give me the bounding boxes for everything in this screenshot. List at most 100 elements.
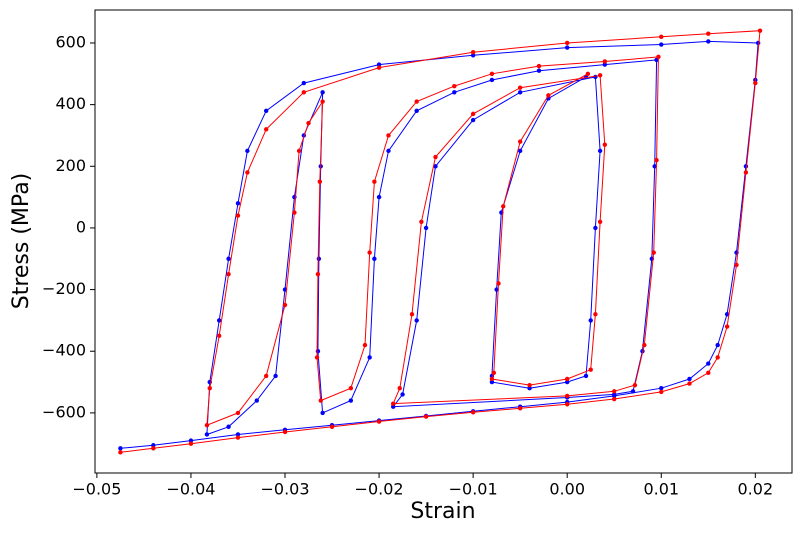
- point: [564, 40, 570, 46]
- y-tick-label: 200: [55, 156, 86, 175]
- plot-frame: [94, 9, 793, 474]
- point: [386, 133, 391, 138]
- point: [273, 373, 278, 379]
- point: [588, 318, 593, 323]
- x-tick-label: 0.00: [549, 480, 585, 499]
- point: [659, 386, 664, 391]
- point: [612, 389, 617, 394]
- x-tick-label: 0.01: [643, 480, 679, 499]
- point: [564, 379, 570, 385]
- point: [235, 435, 241, 440]
- point: [597, 219, 603, 224]
- point: [292, 210, 297, 215]
- point: [501, 204, 506, 209]
- point: [423, 414, 429, 419]
- point: [706, 39, 711, 44]
- point: [263, 127, 269, 132]
- x-tick-label: −0.01: [449, 480, 498, 499]
- point: [706, 361, 711, 366]
- point: [536, 63, 542, 69]
- point: [320, 99, 325, 104]
- point: [452, 83, 457, 89]
- point: [419, 219, 424, 224]
- point: [651, 250, 656, 255]
- point: [715, 342, 720, 348]
- point: [687, 381, 692, 386]
- point: [315, 349, 321, 354]
- point: [489, 379, 495, 385]
- x-axis-label: Strain: [410, 499, 475, 524]
- point: [306, 120, 311, 126]
- point: [376, 419, 382, 424]
- point: [642, 342, 647, 348]
- point: [367, 355, 372, 360]
- point: [755, 40, 761, 46]
- y-tick-label: 400: [55, 94, 86, 113]
- point: [593, 312, 598, 317]
- point: [564, 393, 570, 399]
- point: [348, 398, 354, 403]
- point: [585, 71, 591, 77]
- point: [263, 108, 269, 113]
- point: [706, 370, 711, 376]
- x-tick-label: −0.02: [355, 480, 404, 499]
- point: [659, 389, 664, 395]
- point: [734, 262, 739, 268]
- point: [414, 108, 419, 113]
- point: [376, 65, 382, 70]
- point: [188, 438, 194, 443]
- point: [489, 77, 495, 83]
- point: [245, 148, 250, 154]
- point: [433, 154, 438, 160]
- point: [602, 59, 608, 64]
- point: [376, 62, 382, 67]
- point: [317, 179, 323, 184]
- point: [390, 401, 396, 406]
- point: [254, 398, 259, 403]
- point: [757, 28, 763, 33]
- point: [470, 53, 476, 58]
- point: [376, 194, 382, 200]
- point: [593, 225, 598, 231]
- point: [318, 398, 323, 403]
- point: [536, 68, 542, 73]
- point: [372, 256, 377, 261]
- point: [414, 318, 419, 323]
- point: [654, 157, 659, 163]
- point: [207, 386, 212, 391]
- point: [282, 302, 288, 308]
- point: [316, 256, 322, 261]
- point: [235, 410, 241, 416]
- point: [314, 355, 320, 360]
- point: [496, 281, 501, 286]
- point: [397, 386, 402, 391]
- point: [564, 402, 570, 407]
- point: [489, 376, 495, 382]
- point: [282, 429, 288, 435]
- point: [564, 376, 570, 382]
- point: [452, 90, 457, 95]
- point: [216, 333, 222, 339]
- point: [517, 139, 523, 144]
- point: [517, 148, 523, 154]
- point: [151, 443, 156, 448]
- x-tick-label: 0.02: [738, 480, 774, 499]
- point: [235, 213, 241, 218]
- point: [517, 406, 523, 411]
- point: [489, 71, 495, 77]
- point: [583, 373, 589, 379]
- point: [517, 90, 523, 95]
- point: [470, 50, 476, 55]
- y-tick-label: 0: [76, 217, 86, 236]
- point: [118, 450, 123, 455]
- point: [362, 342, 368, 348]
- point: [470, 111, 476, 117]
- point: [659, 42, 664, 47]
- point: [263, 373, 269, 379]
- point: [151, 446, 156, 451]
- point: [612, 392, 617, 397]
- point: [602, 142, 608, 147]
- y-tick-label: −200: [42, 279, 86, 298]
